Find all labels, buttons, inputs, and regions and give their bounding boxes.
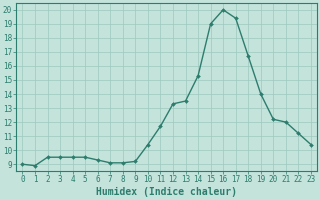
X-axis label: Humidex (Indice chaleur): Humidex (Indice chaleur) bbox=[96, 187, 237, 197]
